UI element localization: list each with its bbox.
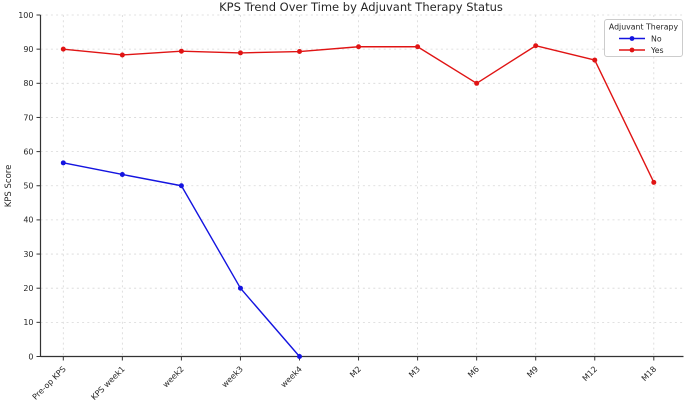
data-point-yes <box>178 48 184 54</box>
grid-lines <box>40 14 683 357</box>
y-axis-label: KPS Score <box>4 165 14 208</box>
x-tick-label: KPS week1 <box>89 365 126 402</box>
y-tick-label: 100 <box>18 11 33 20</box>
data-point-yes <box>356 44 362 50</box>
x-tick-label: M3 <box>407 365 422 380</box>
legend-marker-no <box>629 36 635 41</box>
data-point-yes <box>592 57 598 63</box>
data-series <box>60 43 657 359</box>
x-tick-label: M2 <box>348 365 363 380</box>
chart-title: KPS Trend Over Time by Adjuvant Therapy … <box>219 0 503 14</box>
x-tick-label: week2 <box>161 365 186 390</box>
data-point-yes <box>60 46 66 52</box>
axis-ticks: 0 10 20 30 40 50 60 70 80 90 100 Pre-op KPS KPS week… <box>18 11 658 402</box>
data-point-yes <box>119 52 125 58</box>
x-tick-label: week4 <box>279 365 304 390</box>
legend-marker-yes <box>629 47 635 53</box>
legend: Adjuvant Therapy No Yes <box>604 19 683 57</box>
data-point-yes <box>415 44 421 50</box>
legend-label-yes: Yes <box>650 46 664 55</box>
legend-entry-yes: Yes <box>619 46 664 55</box>
data-point-yes <box>237 50 243 56</box>
data-point-yes <box>297 49 302 55</box>
data-point-yes <box>533 43 539 49</box>
y-tick-label: 60 <box>23 147 33 156</box>
y-tick-label: 90 <box>23 45 33 54</box>
x-tick-label: M18 <box>640 365 658 383</box>
data-point-no <box>297 354 302 359</box>
y-tick-label: 30 <box>23 250 33 259</box>
x-tick-label: Pre-op KPS <box>31 365 68 402</box>
data-point-no <box>119 171 125 177</box>
y-tick-label: 40 <box>23 216 33 225</box>
data-point-no <box>237 285 243 291</box>
y-tick-label: 80 <box>23 79 33 88</box>
x-tick-label: M12 <box>581 365 599 383</box>
y-tick-label: 20 <box>23 284 33 293</box>
x-tick-label: M9 <box>525 365 540 380</box>
legend-title: Adjuvant Therapy <box>609 23 679 32</box>
data-point-yes <box>474 80 480 86</box>
data-point-yes <box>651 179 657 185</box>
data-point-no <box>60 160 66 166</box>
legend-label-no: No <box>651 34 662 43</box>
x-tick-label: M6 <box>466 365 481 380</box>
data-point-no <box>178 183 184 189</box>
y-tick-label: 70 <box>23 113 33 122</box>
y-tick-label: 0 <box>28 352 33 361</box>
y-tick-label: 50 <box>23 182 33 191</box>
y-tick-label: 10 <box>23 318 33 327</box>
legend-entry-no: No <box>619 34 662 43</box>
x-tick-label: week3 <box>220 365 245 390</box>
